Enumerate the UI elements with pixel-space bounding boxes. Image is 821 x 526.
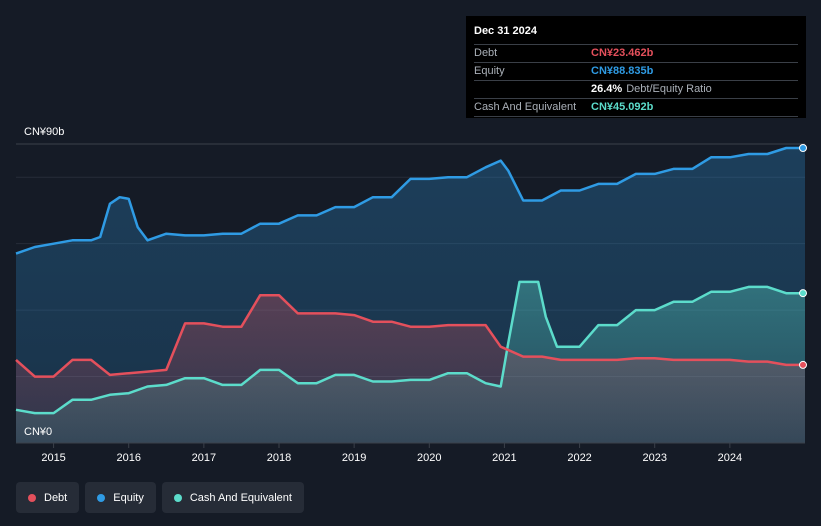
y-axis-top-label: CN¥90b <box>24 126 64 138</box>
tooltip-row-ratio: 26.4% Debt/Equity Ratio <box>474 81 798 99</box>
tooltip-equity-label: Equity <box>474 65 505 77</box>
tooltip-debt-value: CN¥23.462b <box>591 47 654 59</box>
tooltip-row-equity: Equity CN¥88.835b <box>474 63 798 81</box>
x-tick-label: 2023 <box>642 452 666 464</box>
tooltip-cash-label: Cash And Equivalent <box>474 101 577 113</box>
tooltip-cash-value: CN¥45.092b <box>591 101 654 113</box>
legend-label-cash: Cash And Equivalent <box>189 491 292 504</box>
x-tick-label: 2024 <box>718 452 742 464</box>
x-tick-label: 2019 <box>342 452 366 464</box>
x-tick-label: 2020 <box>417 452 441 464</box>
endpoint-cash-and-equivalent <box>799 289 807 298</box>
x-tick-label: 2018 <box>267 452 291 464</box>
legend-dot-debt <box>28 493 36 502</box>
tooltip-ratio-label: Debt/Equity Ratio <box>626 83 712 95</box>
legend-label-debt: Debt <box>44 491 68 504</box>
tooltip-panel: Dec 31 2024 Debt CN¥23.462b Equity CN¥88… <box>466 16 806 118</box>
x-tick-label: 2017 <box>192 452 216 464</box>
legend-item-cash[interactable]: Cash And Equivalent <box>161 482 304 513</box>
series-endpoints <box>799 143 807 369</box>
x-tick-label: 2016 <box>116 452 140 464</box>
tooltip-debt-label: Debt <box>474 47 498 59</box>
tooltip-equity-value: CN¥88.835b <box>591 65 654 77</box>
x-tick-label: 2015 <box>41 452 65 464</box>
x-tick-label: 2022 <box>567 452 591 464</box>
legend: Debt Equity Cash And Equivalent <box>16 482 304 513</box>
area-debt <box>16 295 805 443</box>
x-tick-label: 2021 <box>492 452 516 464</box>
series-areas <box>16 148 805 443</box>
legend-dot-cash <box>173 493 182 502</box>
endpoint-equity <box>799 143 807 152</box>
x-axis: 2015 2016 2017 2018 2019 2020 2021 2022 2023 2024 <box>16 442 805 464</box>
tooltip-row-debt: Debt CN¥23.462b <box>474 45 798 63</box>
line-cash-and-equivalent <box>15 280 805 415</box>
tooltip-date: Dec 31 2024 <box>474 24 798 45</box>
line-equity <box>15 146 805 255</box>
endpoint-debt <box>799 360 807 369</box>
y-axis-bottom-label: CN¥0 <box>24 426 52 438</box>
tooltip-ratio-value: 26.4% <box>591 83 623 95</box>
legend-label-equity: Equity <box>113 491 144 504</box>
legend-item-debt[interactable]: Debt <box>16 482 80 513</box>
series-lines <box>15 146 805 415</box>
legend-dot-equity <box>97 493 106 502</box>
tooltip-row-cash: Cash And Equivalent CN¥45.092b <box>474 99 798 117</box>
legend-item-equity[interactable]: Equity <box>85 482 156 513</box>
line-debt <box>15 293 805 378</box>
